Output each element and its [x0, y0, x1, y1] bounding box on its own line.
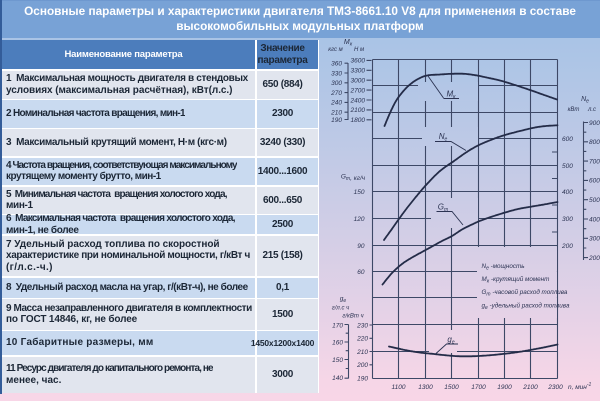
svg-text:n, мин-1: n, мин-1	[568, 382, 592, 391]
svg-text:gе: gе	[447, 335, 454, 346]
svg-text:Мк: Мк	[446, 90, 456, 101]
svg-text:140: 140	[332, 375, 343, 382]
svg-text:150: 150	[332, 357, 343, 364]
svg-text:1500: 1500	[444, 384, 459, 391]
svg-text:Gт, кг/ч: Gт, кг/ч	[341, 174, 366, 183]
svg-text:3600: 3600	[351, 58, 366, 65]
svg-text:60: 60	[357, 269, 365, 276]
svg-text:1900: 1900	[497, 384, 512, 391]
svg-text:200: 200	[588, 255, 600, 262]
svg-text:2300: 2300	[547, 384, 563, 391]
svg-text:1100: 1100	[392, 384, 406, 391]
svg-text:Gт -часовой расход топлива: Gт -часовой расход топлива	[482, 288, 568, 298]
svg-text:300: 300	[331, 80, 342, 87]
svg-text:л.с: л.с	[587, 107, 596, 113]
svg-text:500: 500	[589, 197, 600, 204]
svg-text:1800: 1800	[351, 117, 366, 124]
svg-text:600: 600	[562, 136, 573, 143]
svg-text:170: 170	[332, 322, 343, 329]
svg-text:2400: 2400	[350, 97, 366, 104]
svg-text:кгс м: кгс м	[328, 47, 343, 53]
svg-text:210: 210	[330, 110, 342, 117]
svg-text:кВт: кВт	[568, 107, 580, 113]
svg-text:400: 400	[589, 216, 600, 223]
svg-text:500: 500	[562, 163, 573, 170]
svg-text:900: 900	[589, 120, 600, 127]
svg-text:200: 200	[561, 243, 573, 250]
svg-text:1700: 1700	[471, 384, 486, 391]
svg-text:240: 240	[330, 100, 342, 107]
svg-text:Nе: Nе	[439, 132, 448, 143]
svg-text:270: 270	[330, 90, 342, 97]
svg-text:220: 220	[356, 336, 368, 343]
svg-text:г/л.с ч: г/л.с ч	[332, 306, 349, 312]
svg-text:90: 90	[357, 243, 365, 250]
svg-text:gе -удельный расход топлива: gе -удельный расход топлива	[482, 301, 570, 311]
svg-text:600: 600	[589, 178, 600, 185]
svg-text:210: 210	[356, 349, 368, 356]
svg-text:3000: 3000	[351, 78, 366, 85]
svg-text:190: 190	[357, 375, 368, 382]
svg-text:2700: 2700	[350, 87, 366, 94]
svg-text:2100: 2100	[522, 384, 538, 391]
svg-text:230: 230	[356, 322, 368, 329]
svg-text:190: 190	[331, 117, 342, 124]
svg-text:Nе -мощность: Nе -мощность	[482, 263, 525, 272]
svg-text:160: 160	[332, 339, 343, 346]
svg-text:Nе: Nе	[581, 96, 589, 105]
svg-text:Мк: Мк	[344, 39, 353, 48]
svg-text:gе: gе	[340, 296, 347, 305]
svg-text:Н м: Н м	[354, 47, 364, 53]
svg-text:400: 400	[562, 189, 573, 196]
svg-text:г/кВт ч: г/кВт ч	[342, 314, 363, 320]
svg-text:200: 200	[356, 362, 368, 369]
svg-text:2100: 2100	[350, 107, 366, 114]
svg-text:700: 700	[589, 158, 600, 165]
svg-text:1300: 1300	[418, 384, 433, 391]
svg-text:3300: 3300	[351, 68, 366, 75]
svg-text:330: 330	[331, 70, 342, 77]
svg-text:Gт: Gт	[438, 203, 448, 214]
svg-text:300: 300	[562, 216, 573, 223]
svg-text:Мк -крутящий момент: Мк -крутящий момент	[482, 275, 550, 285]
svg-text:360: 360	[331, 61, 342, 68]
svg-text:120: 120	[354, 216, 365, 223]
svg-text:300: 300	[589, 236, 600, 243]
svg-text:800: 800	[589, 139, 600, 146]
svg-text:150: 150	[354, 189, 365, 196]
